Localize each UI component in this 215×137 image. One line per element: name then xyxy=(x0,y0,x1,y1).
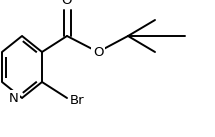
Text: Br: Br xyxy=(70,93,85,106)
Text: N: N xyxy=(9,92,19,105)
Text: O: O xyxy=(93,45,103,58)
Text: O: O xyxy=(62,0,72,7)
